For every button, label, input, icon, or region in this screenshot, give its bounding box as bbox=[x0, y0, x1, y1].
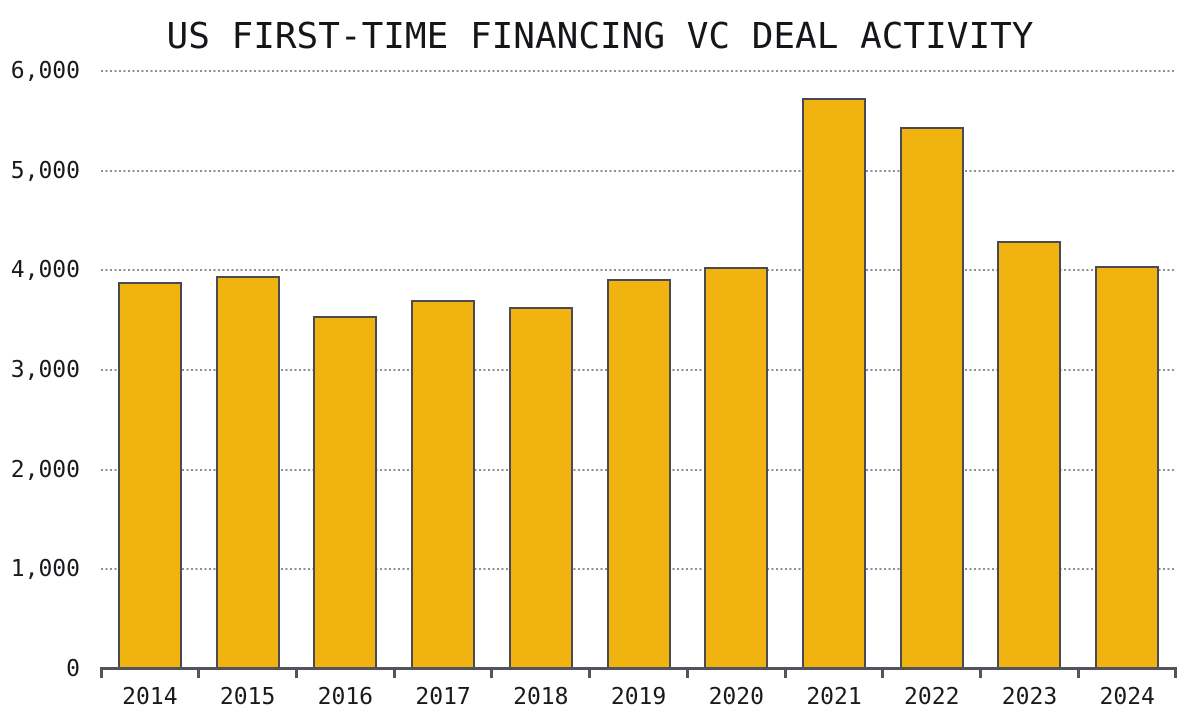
band-2015 bbox=[199, 71, 297, 669]
bar-2016 bbox=[313, 316, 378, 669]
band-2014 bbox=[101, 71, 199, 669]
bar-2017 bbox=[411, 300, 476, 669]
x-axis-tick-10 bbox=[1076, 669, 1080, 678]
band-2016 bbox=[296, 71, 394, 669]
bar-2020 bbox=[704, 267, 769, 669]
bar-2019 bbox=[606, 279, 671, 669]
band-2020 bbox=[687, 71, 785, 669]
x-tick-label-2024: 2024 bbox=[1099, 684, 1155, 710]
x-axis-tick-4 bbox=[490, 669, 494, 678]
y-axis-labels: 0 1,000 2,000 3,000 4,000 5,000 6,000 bbox=[0, 0, 80, 727]
bar-2024 bbox=[1095, 265, 1160, 669]
x-tick-label-2023: 2023 bbox=[1001, 684, 1058, 710]
y-tick-label-3000: 3,000 bbox=[10, 357, 80, 383]
band-2023 bbox=[981, 71, 1079, 669]
x-axis-tick-7 bbox=[783, 669, 787, 678]
x-axis-tick-1 bbox=[197, 669, 201, 678]
band-2018 bbox=[492, 71, 590, 669]
x-axis-tick-8 bbox=[881, 669, 885, 678]
x-axis-tick-6 bbox=[685, 669, 689, 678]
x-axis-tick-11 bbox=[1174, 669, 1177, 678]
bar-2023 bbox=[997, 241, 1062, 669]
x-axis-tick-0 bbox=[100, 669, 103, 678]
chart-title: US FIRST-TIME FINANCING VC DEAL ACTIVITY bbox=[166, 16, 1034, 57]
plot-area bbox=[100, 70, 1177, 678]
x-axis-labels: 2014 2015 2016 2017 2018 2019 2020 2021 2022 2023… bbox=[101, 680, 1176, 714]
band-2017 bbox=[394, 71, 492, 669]
band-2019 bbox=[590, 71, 688, 669]
bar-2015 bbox=[215, 276, 280, 669]
y-tick-label-2000: 2,000 bbox=[10, 456, 80, 483]
x-axis-tick-9 bbox=[979, 669, 983, 678]
x-axis-tick-5 bbox=[588, 669, 592, 678]
y-tick-label-1000: 1,000 bbox=[10, 556, 80, 583]
x-tick-label-2016: 2016 bbox=[317, 684, 374, 710]
bar-2021 bbox=[802, 97, 867, 669]
x-axis-line bbox=[100, 667, 1177, 670]
x-tick-label-2014: 2014 bbox=[122, 684, 178, 710]
gridline-6000 bbox=[101, 70, 1176, 72]
band-2024 bbox=[1078, 71, 1176, 669]
y-tick-label-5000: 5,000 bbox=[10, 157, 80, 184]
x-tick-label-2018: 2018 bbox=[513, 684, 569, 710]
y-tick-label-6000: 6,000 bbox=[10, 58, 80, 84]
x-axis-tick-3 bbox=[392, 669, 396, 678]
band-2022 bbox=[883, 71, 981, 669]
gridline-4000 bbox=[101, 269, 1176, 272]
gridline-5000 bbox=[101, 169, 1176, 172]
x-tick-label-2022: 2022 bbox=[904, 684, 960, 710]
x-axis-tick-2 bbox=[294, 669, 298, 678]
bar-2014 bbox=[117, 282, 182, 669]
y-tick-label-0: 0 bbox=[66, 656, 80, 682]
x-tick-label-2019: 2019 bbox=[610, 684, 667, 710]
band-2021 bbox=[785, 71, 883, 669]
x-tick-label-2015: 2015 bbox=[219, 684, 276, 710]
bars-layer bbox=[101, 71, 1176, 669]
bar-2018 bbox=[508, 307, 573, 669]
x-tick-label-2017: 2017 bbox=[415, 684, 471, 710]
y-tick-label-4000: 4,000 bbox=[10, 257, 80, 284]
x-tick-label-2020: 2020 bbox=[708, 684, 764, 710]
bar-2022 bbox=[899, 126, 964, 669]
x-tick-label-2021: 2021 bbox=[806, 684, 862, 710]
